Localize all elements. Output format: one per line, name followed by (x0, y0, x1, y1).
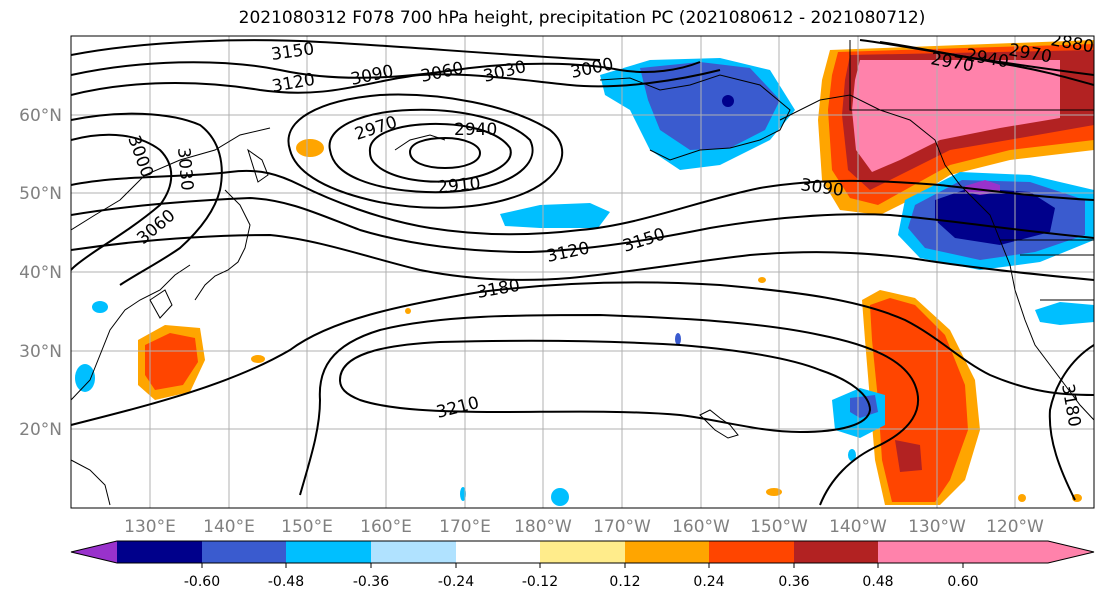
colorbar-segment (540, 541, 625, 563)
colorbar-tick-label: -0.60 (184, 574, 220, 590)
colorbar-segment (286, 541, 371, 563)
lon-label: 160°E (360, 517, 412, 537)
lon-label: 170°E (439, 517, 491, 537)
colorbar-segment (71, 541, 117, 563)
contour-label: 3030 (173, 147, 197, 192)
colorbar-outline (70, 540, 1095, 564)
lat-label: 50°N (19, 184, 62, 204)
height-contours (71, 39, 1094, 506)
colorbar-segment (878, 541, 1094, 563)
colorbar-segment (117, 541, 202, 563)
lon-label: 150°E (281, 517, 333, 537)
colorbar-segment (202, 541, 286, 563)
lon-label: 120°W (986, 517, 1044, 537)
contour-label: 2940 (454, 120, 497, 140)
longitude-labels: 130°E 140°E 150°E 160°E 170°E 180°W 170°… (124, 517, 1044, 537)
graticule (71, 36, 1094, 508)
colorbar-segment (709, 541, 794, 563)
colorbar-tick-label: 0.12 (609, 574, 640, 590)
lon-label: 130°W (908, 517, 966, 537)
colorbar-segment (625, 541, 709, 563)
colorbar-tick-label: 0.60 (947, 574, 978, 590)
lon-label: 170°W (593, 517, 651, 537)
lat-label: 60°N (19, 106, 62, 126)
lon-label: 130°E (124, 517, 176, 537)
colorbar-tick-label: -0.24 (438, 574, 474, 590)
lon-label: 140°W (829, 517, 887, 537)
latitude-labels: 20°N 30°N 40°N 50°N 60°N (19, 106, 62, 440)
map-frame (70, 35, 1095, 509)
colorbar-tick-label: 0.24 (693, 574, 724, 590)
colorbar-segment (794, 541, 878, 563)
colorbar-segment (371, 541, 456, 563)
lat-label: 30°N (19, 342, 62, 362)
colorbar-segment (456, 541, 540, 563)
colorbar-tick-label: -0.48 (268, 574, 304, 590)
lon-label: 180°W (514, 517, 572, 537)
colorbar-tick-label: 0.36 (778, 574, 809, 590)
colorbar-tick-label: -0.12 (522, 574, 558, 590)
colorbar-ticks (201, 563, 964, 568)
precip-shading (75, 40, 1094, 506)
lon-label: 140°E (203, 517, 255, 537)
colorbar-tick-labels: -0.60 -0.48 -0.36 -0.24 -0.12 0.12 0.24 … (184, 574, 979, 590)
colorbar (70, 540, 1095, 564)
map-title: 2021080312 F078 700 hPa height, precipit… (238, 8, 926, 28)
lon-label: 150°W (750, 517, 808, 537)
lat-label: 20°N (19, 420, 62, 440)
lon-label: 160°W (672, 517, 730, 537)
colorbar-tick-label: -0.36 (353, 574, 389, 590)
lat-label: 40°N (19, 263, 62, 283)
contour-label: 2910 (436, 174, 481, 198)
coastlines (71, 40, 1094, 506)
colorbar-tick-label: 0.48 (862, 574, 893, 590)
